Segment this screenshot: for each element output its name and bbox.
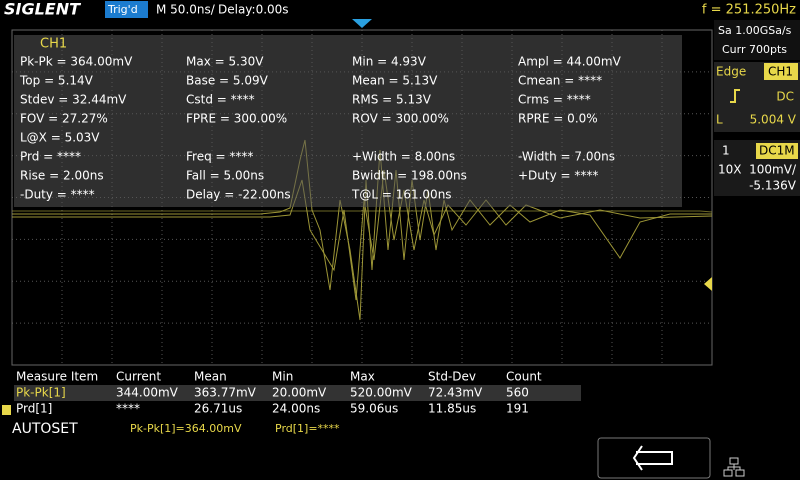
memory-depth: Curr 700pts	[722, 43, 787, 56]
vertical-offset: -5.136V	[749, 179, 797, 193]
trigger-position-marker	[352, 19, 372, 28]
measure-item: L@X = 5.03V	[20, 131, 100, 145]
mode: Trig'd	[107, 3, 138, 16]
measure-item: Bwidth = 198.00ns	[352, 169, 467, 183]
readout: Prd[1]=****	[275, 422, 340, 435]
channel-marker	[2, 405, 11, 415]
readout: Pk-Pk[1]=364.00mV	[130, 422, 242, 435]
stats-cell: ****	[116, 402, 140, 416]
measure-item: Stdev = 32.44mV	[20, 93, 127, 107]
autoset-label: AUTOSET	[12, 421, 78, 437]
measure-item: Cstd = ****	[186, 93, 255, 107]
measure-item: Max = 5.30V	[186, 55, 264, 69]
brand: SIGLENT	[4, 0, 81, 19]
measure-item: -Width = 7.00ns	[518, 150, 615, 164]
stats-cell: Prd[1]	[16, 402, 52, 416]
stats-cell: 24.00ns	[272, 402, 320, 416]
measure-item: Rise = 2.00ns	[20, 169, 104, 183]
mode-badge	[105, 1, 148, 18]
measure-item: Freq = ****	[186, 150, 253, 164]
delay: Delay:0.00s	[218, 3, 289, 17]
stats-cell: Pk-Pk[1]	[16, 386, 66, 400]
stats-header: Count	[506, 370, 542, 384]
measure-channel: CH1	[40, 37, 67, 52]
measure-items: Pk-Pk = 364.00mV Max = 5.30V Min = 4.93V Am…	[19, 55, 622, 202]
stats-cell: 344.00mV	[116, 386, 179, 400]
stats-cell: 520.00mV	[350, 386, 413, 400]
stats-cell: 26.71us	[194, 402, 242, 416]
stats-header: Min	[272, 370, 293, 384]
stats-header: Std-Dev	[428, 370, 476, 384]
level-label: L	[716, 113, 723, 127]
measure-item: Pk-Pk = 364.00mV	[20, 55, 133, 69]
probe-ratio: 10X	[718, 163, 742, 177]
screen-border	[11, 29, 713, 366]
stats-cell: 20.00mV	[272, 386, 327, 400]
slope-icon	[730, 89, 740, 103]
measure-item: Ampl = 44.00mV	[518, 55, 622, 69]
trigger-source: CH1	[768, 65, 793, 79]
stats-row-highlight	[14, 385, 581, 401]
sample-rate: Sa 1.00GSa/s	[718, 24, 792, 37]
measure-item: RPRE = 0.0%	[518, 112, 598, 126]
channel-coupling-badge	[756, 143, 798, 159]
stats-header: Current	[116, 370, 161, 384]
measure-item: RMS = 5.13V	[352, 93, 432, 107]
stats-cell: 191	[506, 402, 529, 416]
network-icon	[723, 457, 745, 477]
measure-item: +Duty = ****	[518, 169, 598, 183]
measure-item: Crms = ****	[518, 93, 591, 107]
stats-header: Max	[350, 370, 375, 384]
stats-table: Measure Item Current Mean Min Max Std-Dev Coun…	[16, 370, 542, 416]
measure-item: +Width = 8.00ns	[352, 150, 455, 164]
measure-item: Min = 4.93V	[352, 55, 427, 69]
trigger-coupling: DC	[776, 90, 794, 104]
measure-item: Mean = 5.13V	[352, 74, 438, 88]
back-button[interactable]	[597, 437, 711, 479]
measure-item: FOV = 27.27%	[20, 112, 108, 126]
trigger-level-marker	[704, 277, 712, 291]
trigger-type: Edge	[716, 65, 746, 79]
stats-header: Measure Item	[16, 370, 98, 384]
acq-panel	[714, 20, 800, 60]
measure-item: Top = 5.14V	[19, 74, 94, 88]
measure-item: Cmean = ****	[518, 74, 602, 88]
stats-header: Mean	[194, 370, 227, 384]
stats-cell: 11.85us	[428, 402, 476, 416]
back-icon	[632, 445, 673, 471]
measure-item: Prd = ****	[20, 150, 81, 164]
stats-cell: 560	[506, 386, 529, 400]
measure-item: FPRE = 300.00%	[186, 112, 287, 126]
trigger-source-badge	[764, 63, 798, 80]
stats-cell: 363.77mV	[194, 386, 257, 400]
trigger-level: 5.004 V	[750, 113, 797, 127]
measure-item: Fall = 5.00ns	[186, 169, 264, 183]
channel-number: 1	[722, 144, 730, 158]
stats-cell: 59.06us	[350, 402, 398, 416]
vertical-scale: 100mV/	[749, 163, 797, 177]
channel-coupling: DC1M	[759, 144, 795, 158]
measure-item: -Duty = ****	[20, 188, 95, 202]
timebase: M 50.0ns/	[156, 3, 216, 17]
stats-cell: 72.43mV	[428, 386, 483, 400]
frequency: f = 251.250Hz	[702, 3, 796, 18]
measure-panel	[14, 35, 682, 207]
measure-item: T@L = 161.00ns	[351, 188, 452, 202]
measure-item: Base = 5.09V	[186, 74, 269, 88]
measure-item: ROV = 300.00%	[352, 112, 449, 126]
measure-item: Delay = -22.00ns	[186, 188, 291, 202]
